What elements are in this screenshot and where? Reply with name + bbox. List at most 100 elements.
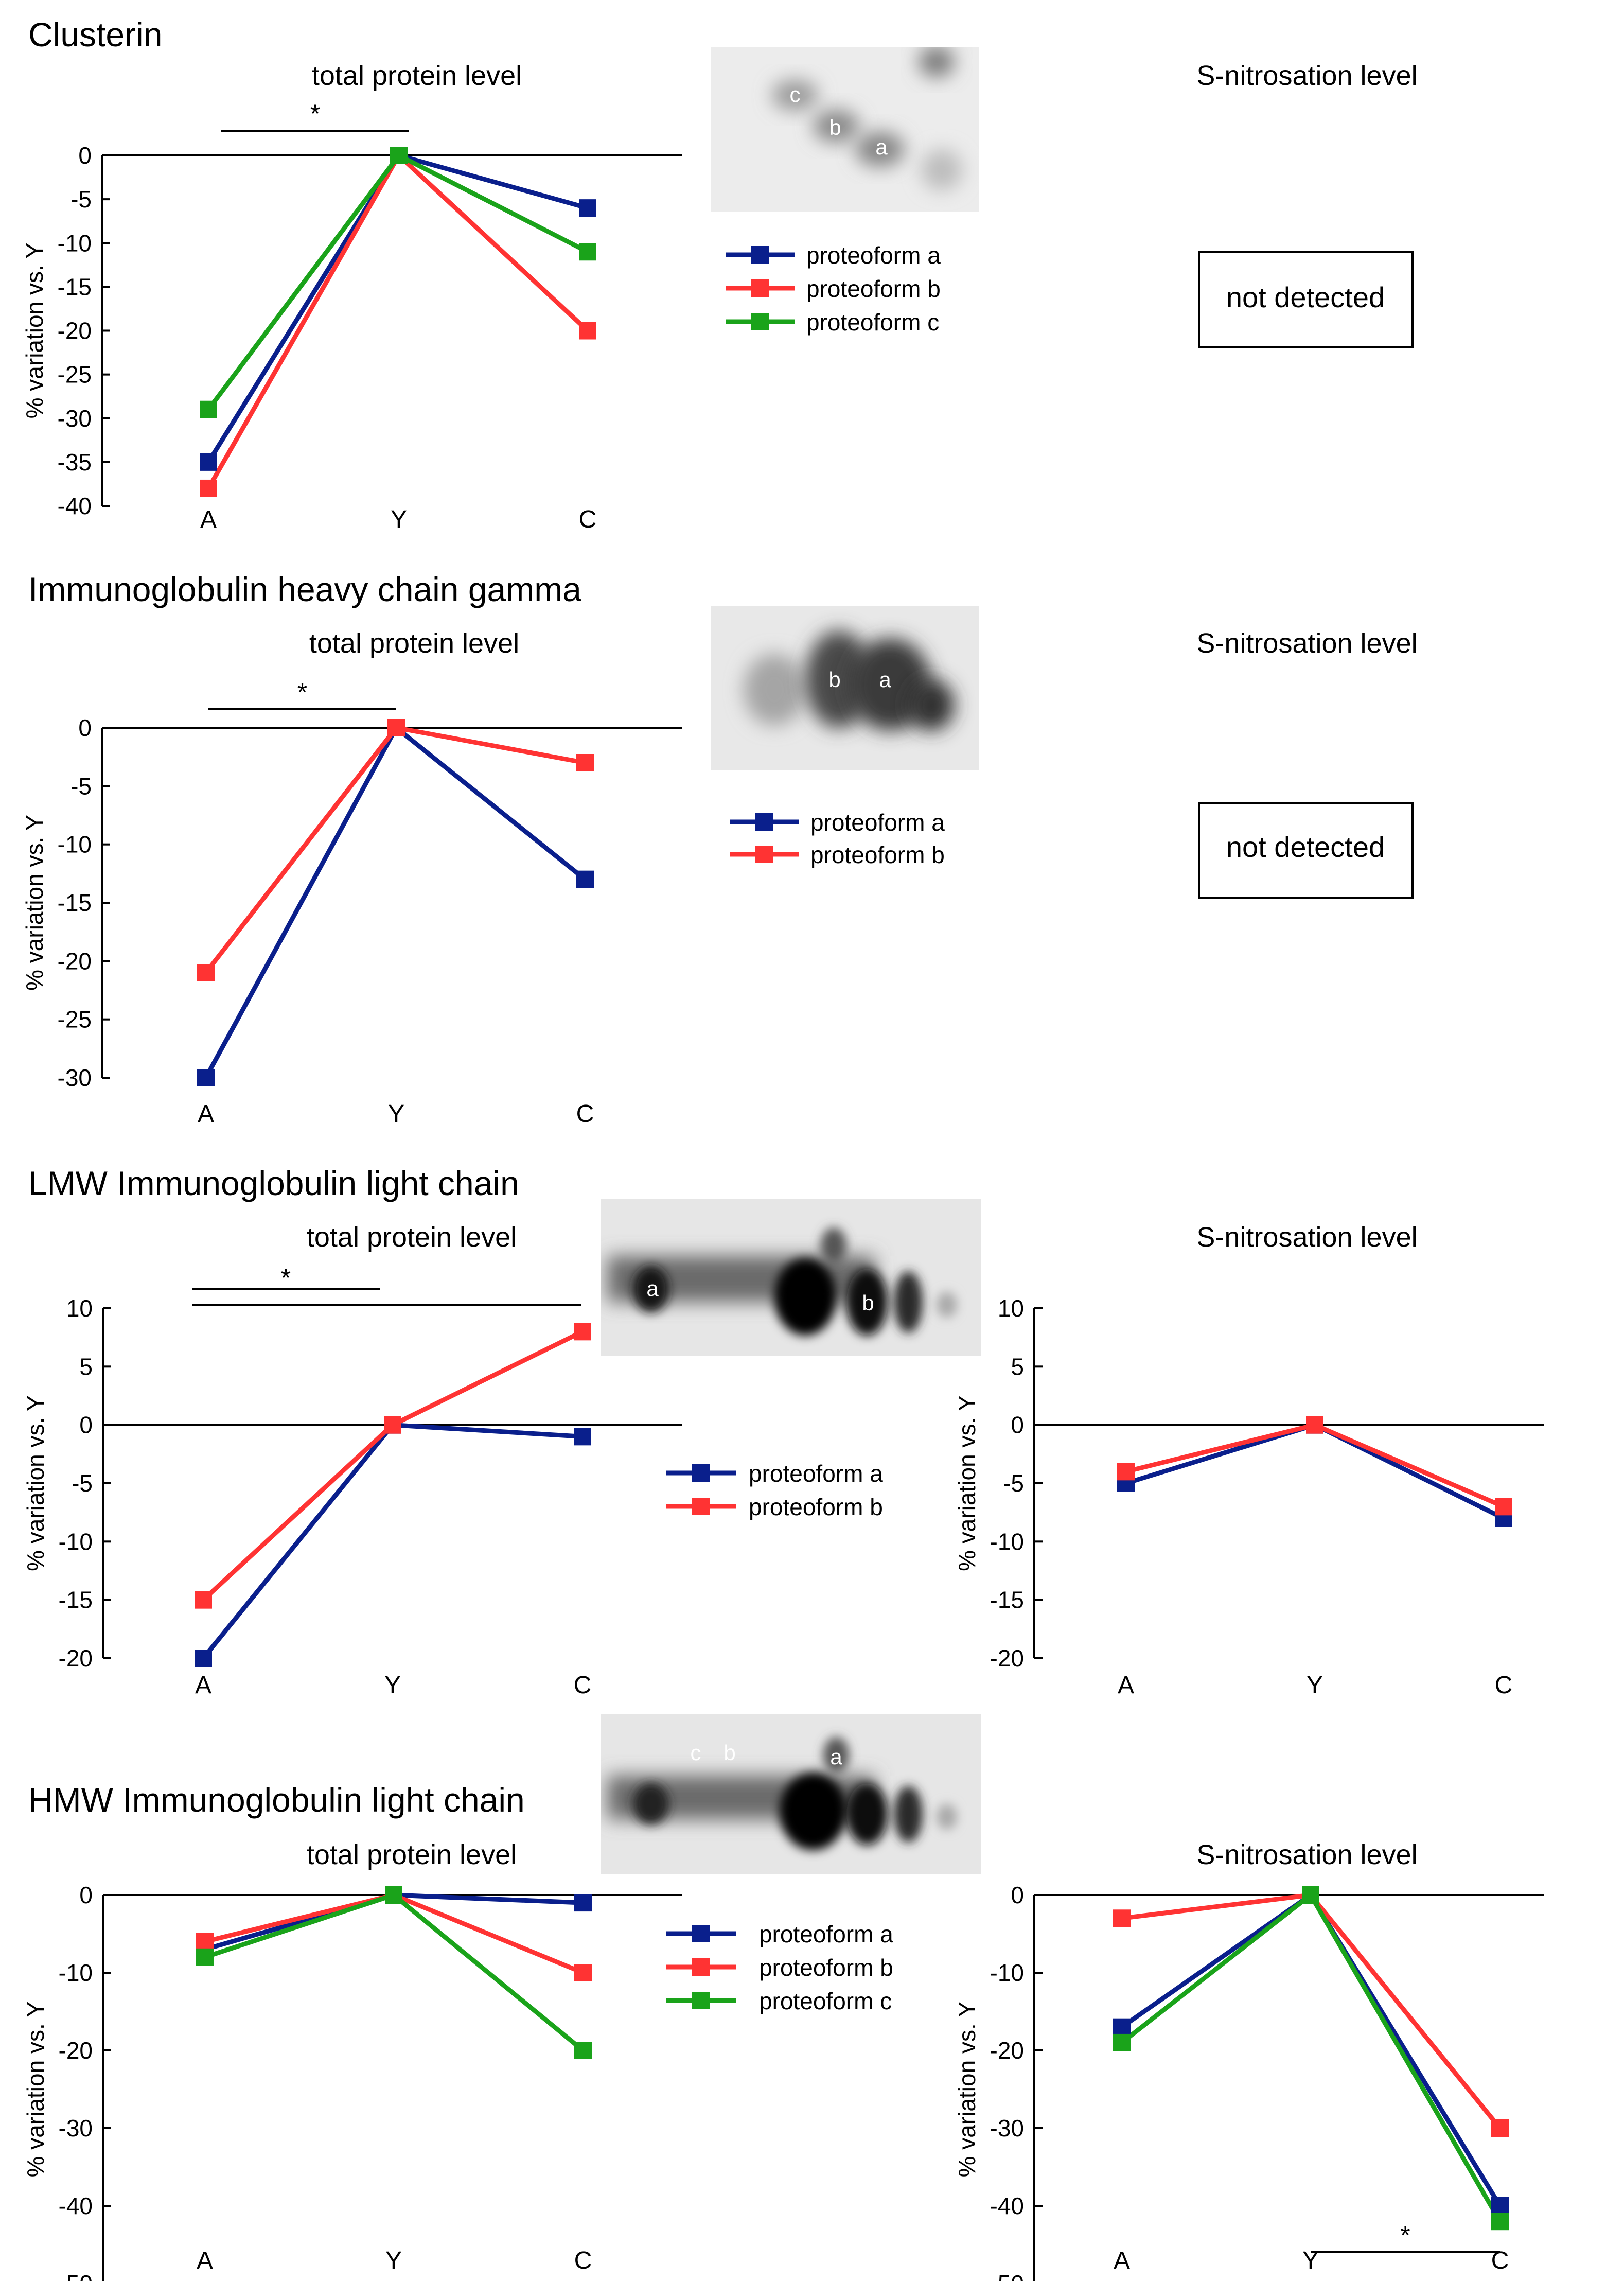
x-tick-label: Y: [388, 1100, 404, 1128]
y-axis-label: % variation vs. Y: [22, 2002, 49, 2178]
data-point: [200, 479, 217, 497]
y-axis-label: % variation vs. Y: [21, 815, 48, 991]
chart-title-clusterin-snitro: S-nitrosation level: [1196, 60, 1417, 91]
series-line: [201, 1329, 584, 1602]
data-point: [1113, 1909, 1131, 1927]
y-tick-label: 5: [79, 1353, 93, 1380]
data-point: [196, 1948, 214, 1966]
x-tick-label: C: [576, 1100, 594, 1128]
y-tick-label: -20: [990, 1645, 1024, 1672]
legend-label-b: proteoform b: [749, 1494, 883, 1520]
data-point: [1491, 2197, 1509, 2215]
y-tick-label: -30: [58, 405, 92, 432]
data-point: [384, 1416, 401, 1434]
legend-label-b: proteoform b: [759, 1954, 893, 1981]
x-tick-label: C: [574, 2247, 592, 2274]
gel-label-c: c: [790, 82, 801, 107]
data-point: [1117, 1463, 1135, 1481]
series-line: [1125, 1423, 1505, 1521]
y-tick-label: -20: [990, 2037, 1024, 2064]
data-point: [574, 1323, 591, 1341]
y-tick-label: -20: [59, 1645, 93, 1672]
chart-title-clusterin-total: total protein level: [312, 60, 522, 91]
gel-image-lmw: [601, 1199, 981, 1356]
gel-image-hmw: [601, 1714, 981, 1874]
data-point: [1495, 1498, 1512, 1516]
y-tick-label: 0: [78, 142, 92, 169]
legend-lmw: proteoform a proteoform b: [666, 1460, 883, 1520]
not-detected-label: not detected: [1226, 281, 1385, 313]
legend-label-c: proteoform c: [806, 309, 939, 336]
y-tick-label: 0: [79, 1412, 93, 1438]
chart-title-igg-snitro: S-nitrosation level: [1196, 628, 1417, 659]
data-point: [195, 1591, 212, 1609]
y-tick-label: -35: [58, 449, 92, 476]
y-tick-label: -30: [58, 1064, 92, 1091]
y-tick-label: -40: [990, 2192, 1024, 2219]
y-tick-label: -5: [70, 773, 92, 799]
chart-lmw-snitro: 10 5 0 -5 -10 -15 -20 % variation vs. Y A Y C: [954, 1295, 1544, 1699]
significance-star: *: [1400, 2221, 1410, 2250]
not-detected-box-igg: not detected: [1198, 802, 1414, 899]
legend-label-a: proteoform a: [806, 242, 941, 269]
y-tick-label: -20: [58, 318, 92, 344]
x-tick-label: Y: [1307, 1672, 1323, 1699]
y-tick-label: -15: [59, 1587, 93, 1613]
data-point: [1306, 1416, 1323, 1434]
data-point: [196, 1933, 214, 1951]
y-axis-label: % variation vs. Y: [954, 1395, 980, 1571]
panel-heading-igg: Immunoglobulin heavy chain gamma: [28, 570, 581, 608]
series-line: [1121, 1892, 1502, 2130]
data-point: [576, 754, 594, 771]
not-detected-label: not detected: [1226, 831, 1385, 863]
chart-igg-total: 0 -5 -10 -15 -20 -25 -30 % variation vs. Y A Y C *: [21, 678, 682, 1128]
data-point: [579, 322, 596, 340]
y-tick-label: -10: [58, 831, 92, 858]
y-tick-label: -10: [990, 1528, 1024, 1555]
gel-label-a: a: [875, 135, 888, 159]
y-tick-label: -15: [58, 889, 92, 916]
y-tick-label: -10: [58, 230, 92, 256]
data-point: [197, 964, 215, 981]
y-tick-label: 10: [998, 1295, 1024, 1322]
legend-label-b: proteoform b: [810, 841, 945, 868]
y-tick-label: -50: [59, 2270, 93, 2281]
data-point: [1113, 2033, 1131, 2051]
gel-label-b: b: [829, 115, 841, 139]
data-point: [390, 147, 408, 164]
series-line: [206, 153, 589, 464]
legend-igg: proteoform a proteoform b: [730, 809, 945, 868]
x-tick-label: Y: [391, 506, 407, 533]
significance-star: *: [310, 99, 320, 128]
data-point: [385, 1886, 402, 1904]
data-point: [574, 1894, 592, 1912]
data-point: [574, 1964, 592, 1981]
x-tick-label: A: [200, 506, 217, 533]
data-point: [387, 719, 405, 736]
data-point: [574, 1428, 591, 1446]
y-axis-label: % variation vs. Y: [21, 243, 48, 419]
gel-label-b: b: [723, 1741, 735, 1765]
y-tick-label: 0: [78, 714, 92, 741]
y-tick-label: -40: [59, 2192, 93, 2219]
x-tick-label: A: [1118, 1672, 1134, 1699]
y-tick-label: 5: [1011, 1353, 1024, 1380]
gel-label-b: b: [828, 668, 840, 692]
legend-label-a: proteoform a: [749, 1460, 883, 1487]
legend-hmw: proteoform a proteoform b proteoform c: [666, 1921, 893, 2014]
gel-label-c: c: [691, 1741, 701, 1765]
y-tick-label: -5: [1003, 1470, 1024, 1497]
data-point: [200, 453, 217, 471]
y-tick-label: 0: [79, 1882, 93, 1908]
data-point: [576, 870, 594, 888]
legend-label-a: proteoform a: [810, 809, 945, 836]
x-tick-label: C: [1495, 1672, 1513, 1699]
y-tick-label: -25: [58, 361, 92, 388]
y-tick-label: -15: [58, 273, 92, 300]
chart-title-igg-total: total protein level: [309, 628, 519, 659]
y-tick-label: -50: [990, 2270, 1024, 2281]
data-point: [1302, 1886, 1319, 1904]
panel-heading-lmw: LMW Immunoglobulin light chain: [28, 1164, 519, 1202]
